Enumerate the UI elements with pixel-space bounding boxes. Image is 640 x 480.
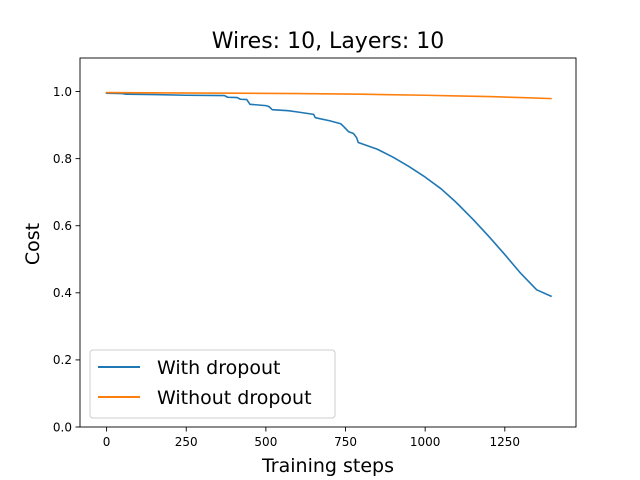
x-tick-label: 0 xyxy=(103,435,111,449)
y-tick-label: 0.2 xyxy=(53,353,72,367)
x-tick-label: 750 xyxy=(334,435,357,449)
x-tick-label: 250 xyxy=(175,435,198,449)
y-tick-label: 0.4 xyxy=(53,286,72,300)
x-axis-title: Training steps xyxy=(261,455,394,477)
y-tick-label: 0.8 xyxy=(53,152,72,166)
series-line-0 xyxy=(105,92,553,298)
axes: 0 250 500 750 1000 1250 0.0 0.2 0.4 0.6 0.8 1.0 xyxy=(53,57,577,449)
legend-label-0: With dropout xyxy=(157,357,280,379)
x-tick-label: 1000 xyxy=(410,435,441,449)
x-tick-label: 1250 xyxy=(490,435,521,449)
y-tick-label: 1.0 xyxy=(53,85,72,99)
plot-area xyxy=(105,91,553,298)
y-tick-label: 0.6 xyxy=(53,219,72,233)
legend-box xyxy=(89,349,336,419)
plot-frame xyxy=(79,57,577,428)
y-tick-label: 0.0 xyxy=(53,420,72,434)
y-axis-title: Cost xyxy=(22,223,44,265)
chart-title: Wires: 10, Layers: 10 xyxy=(212,29,445,54)
legend: With dropout Without dropout xyxy=(89,349,336,419)
x-tick-label: 500 xyxy=(254,435,277,449)
series-line-1 xyxy=(105,91,552,100)
legend-label-1: Without dropout xyxy=(157,387,312,409)
